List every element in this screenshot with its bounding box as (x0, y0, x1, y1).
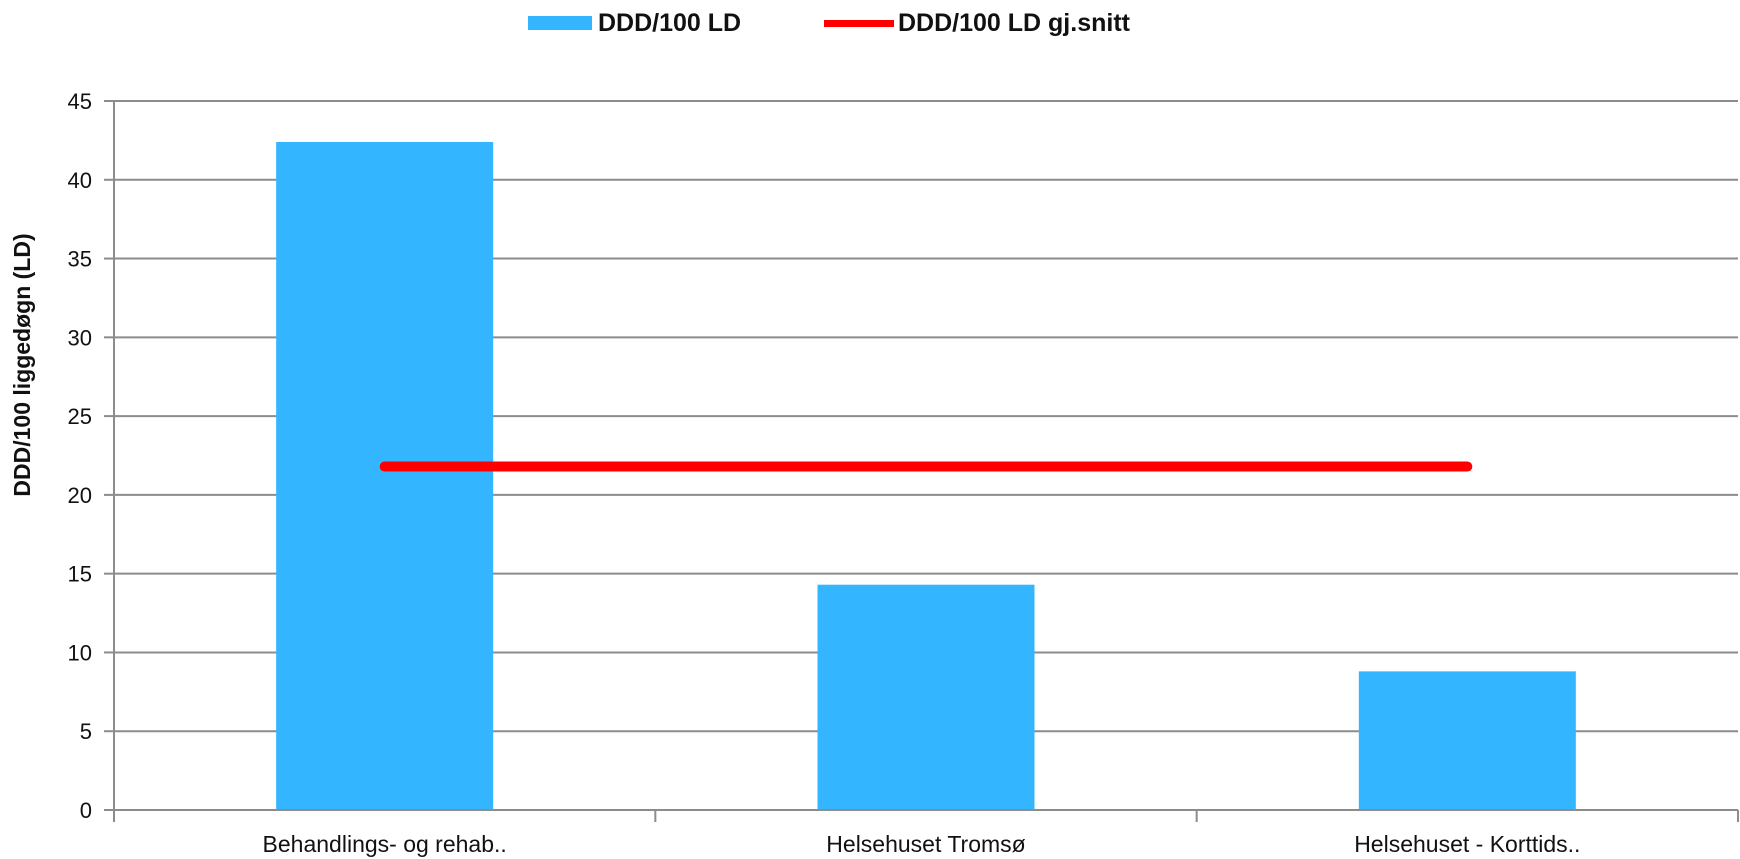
axes (104, 100, 1739, 822)
legend-item-bar: DDD/100 LD (528, 6, 741, 40)
bar-series (276, 141, 1576, 810)
y-tick-label: 5 (80, 719, 92, 744)
y-tick-label: 20 (68, 483, 92, 508)
x-tick-labels: Behandlings- og rehab.. Helsehuset Tromsø… (263, 831, 1581, 857)
y-tick-labels: 0 5 10 15 20 25 30 35 40 45 (68, 89, 92, 823)
y-tick-label: 40 (68, 168, 92, 193)
y-tick-label: 10 (68, 640, 92, 665)
y-tick-label: 45 (68, 89, 92, 114)
bar-3 (1358, 671, 1576, 810)
y-tick-label: 35 (68, 247, 92, 272)
legend-label-bar: DDD/100 LD (598, 8, 742, 37)
x-tick-label: Helsehuset - Korttids.. (1354, 831, 1580, 857)
legend-swatch-bar (528, 16, 592, 30)
bar-2 (817, 584, 1035, 810)
x-tick-label: Behandlings- og rehab.. (263, 831, 507, 857)
y-tick-label: 30 (68, 325, 92, 350)
y-axis-title: DDD/100 liggedøgn (LD) (9, 233, 35, 496)
y-tick-label: 25 (68, 404, 92, 429)
legend-swatch-line (824, 19, 894, 27)
bar-1 (276, 141, 494, 810)
y-tick-label: 15 (68, 562, 92, 587)
legend-item-line: DDD/100 LD gj.snitt (824, 6, 1130, 40)
x-tick-label: Helsehuset Tromsø (826, 831, 1025, 857)
legend-label-line: DDD/100 LD gj.snitt (898, 8, 1130, 37)
y-tick-label: 0 (80, 798, 92, 823)
chart-legend: DDD/100 LD DDD/100 LD gj.snitt (0, 6, 1740, 40)
